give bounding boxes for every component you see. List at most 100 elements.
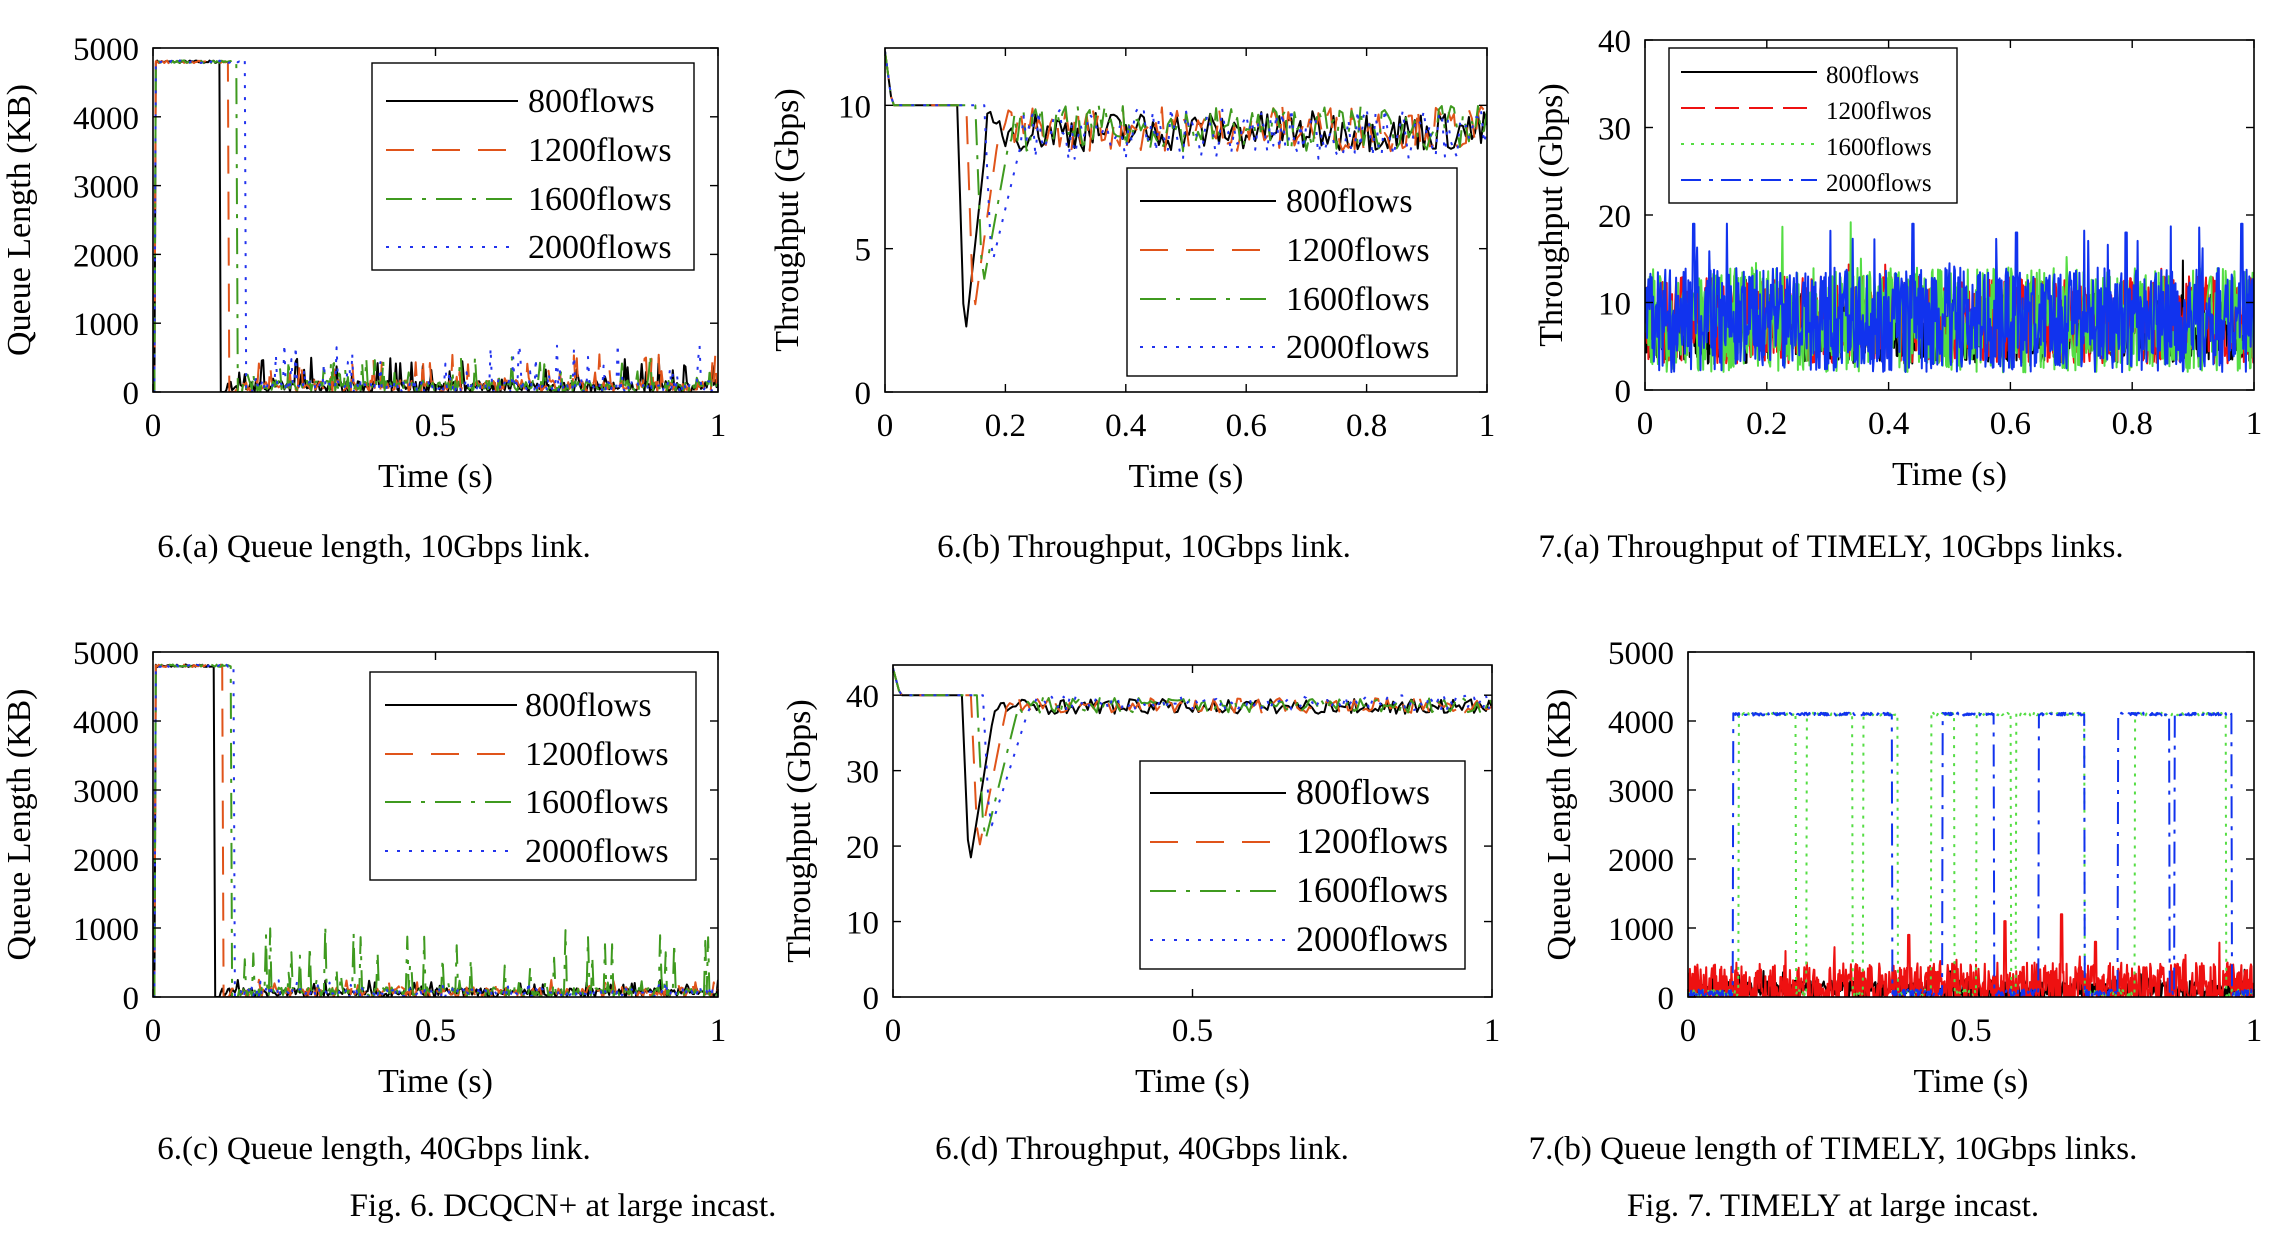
y-tick-label: 4000 [73,705,139,741]
x-tick-label: 0.5 [1172,1013,1213,1049]
x-tick-label: 0.8 [1346,408,1387,444]
x-tick-label: 1 [1484,1013,1501,1049]
y-tick-label: 0 [123,376,140,412]
y-tick-label: 5 [855,233,872,269]
y-tick-label: 2000 [73,238,139,274]
chart-7b: 0 0.5 1 0 1000 2000 3000 4000 5000 Time (s) Queue … [1529,636,2263,1167]
series-line-800flows [885,51,1487,328]
legend-label: 2000flows [1296,919,1448,959]
x-tick-label: 0 [1637,406,1654,442]
legend-box [369,671,697,881]
y-tick-label: 1000 [1608,912,1674,948]
x-tick-label: 0.4 [1105,408,1146,444]
y-tick-label: 10 [846,906,879,942]
legend: 800flows 1200flows 1600flows 2000flows [1139,760,1466,970]
x-axis-label: Time (s) [1914,1063,2029,1100]
series-line-2000flows [1645,222,2254,374]
x-tick-label: 1 [710,1013,727,1049]
y-axis-label: Queue Length (KB) [1,689,38,961]
y-tick-label: 0 [123,981,140,1017]
legend-label: 1200flows [1296,821,1448,861]
y-tick-label: 30 [846,755,879,791]
legend: 800flows 1200flows 1600flows 2000flows [369,671,697,881]
legend-label: 2000flows [525,833,669,870]
y-tick-label: 20 [1598,199,1631,235]
series-line-1600flows [893,668,1492,840]
y-axis-label: Queue Length (KB) [1,84,38,356]
series-line-1600flows [153,663,718,997]
y-tick-label: 2000 [1608,843,1674,879]
plot-area [1645,221,2254,374]
series-line-series-4 [1688,711,2254,997]
legend-box [1126,167,1458,377]
chart-6a: 0 0.5 1 0 1000 2000 3000 4000 5000 Time (s) Queue … [1,32,726,565]
x-tick-label: 0.2 [1746,406,1787,442]
chart-caption: 7.(a) Throughput of TIMELY, 10Gbps links… [1538,529,2123,565]
x-tick-label: 0.6 [1226,408,1267,444]
legend: 800flows 1200flwos 1600flows 2000flows [1668,47,1958,204]
chart-caption: 6.(a) Queue length, 10Gbps link. [157,529,591,565]
y-tick-label: 10 [838,89,871,125]
plot-area [893,668,1492,859]
legend-label: 800flows [1296,772,1430,812]
legend-label: 1200flows [1286,232,1430,269]
chart-6c: 0 0.5 1 0 1000 2000 3000 4000 5000 Time (s) Queue … [1,636,726,1167]
y-tick-label: 0 [863,981,880,1017]
legend-box [1668,47,1958,204]
x-tick-label: 1 [2246,1013,2263,1049]
legend-box [1139,760,1466,970]
y-tick-label: 4000 [1608,705,1674,741]
y-tick-label: 10 [1598,287,1631,323]
legend-label: 800flows [525,687,652,724]
plot-area [885,51,1487,328]
figure-caption-fig7: Fig. 7. TIMELY at large incast. [1627,1188,2039,1224]
figure-caption-fig6: Fig. 6. DCQCN+ at large incast. [350,1188,777,1224]
x-tick-label: 0.5 [415,408,456,444]
legend-label: 1200flows [525,736,669,773]
y-tick-label: 3000 [73,774,139,810]
chart-caption: 6.(d) Throughput, 40Gbps link. [935,1131,1349,1167]
y-tick-label: 0 [855,376,872,412]
x-tick-label: 0.8 [2112,406,2153,442]
x-tick-label: 0.6 [1990,406,2031,442]
legend-label: 1200flwos [1826,98,1932,125]
legend-label: 800flows [1286,183,1413,220]
y-tick-label: 5000 [73,636,139,672]
x-tick-label: 0 [145,408,162,444]
x-tick-label: 0.5 [415,1013,456,1049]
legend-label: 1600flows [1286,281,1430,318]
y-tick-label: 2000 [73,843,139,879]
chart-caption: 7.(b) Queue length of TIMELY, 10Gbps lin… [1529,1131,2138,1167]
legend: 800flows 1200flows 1600flows 2000flows [1126,167,1458,377]
x-tick-label: 1 [2246,406,2263,442]
x-tick-label: 0 [145,1013,162,1049]
x-tick-label: 0 [877,408,894,444]
legend: 800flows 1200flows 1600flows 2000flows [371,62,695,271]
y-tick-label: 3000 [73,170,139,206]
legend-label: 2000flows [1286,329,1430,366]
y-tick-label: 4000 [73,101,139,137]
legend-label: 2000flows [528,229,672,266]
y-tick-label: 30 [1598,112,1631,148]
y-tick-label: 40 [1598,24,1631,60]
legend-label: 1200flows [528,132,672,169]
y-axis-label: Queue Length (KB) [1541,689,1578,961]
legend-label: 1600flows [528,181,672,218]
x-axis-label: Time (s) [1129,458,1244,495]
legend-label: 800flows [528,83,655,120]
x-axis-label: Time (s) [378,1063,493,1100]
legend-label: 1600flows [1296,870,1448,910]
chart-caption: 6.(b) Throughput, 10Gbps link. [937,529,1351,565]
series-line-series-2 [1688,913,2254,997]
axes-box [884,47,1488,393]
legend-box [371,62,695,271]
y-tick-label: 1000 [73,307,139,343]
legend-label: 800flows [1826,62,1919,89]
chart-caption: 6.(c) Queue length, 40Gbps link. [157,1131,591,1167]
x-tick-label: 0.2 [985,408,1026,444]
x-tick-label: 0.4 [1868,406,1909,442]
